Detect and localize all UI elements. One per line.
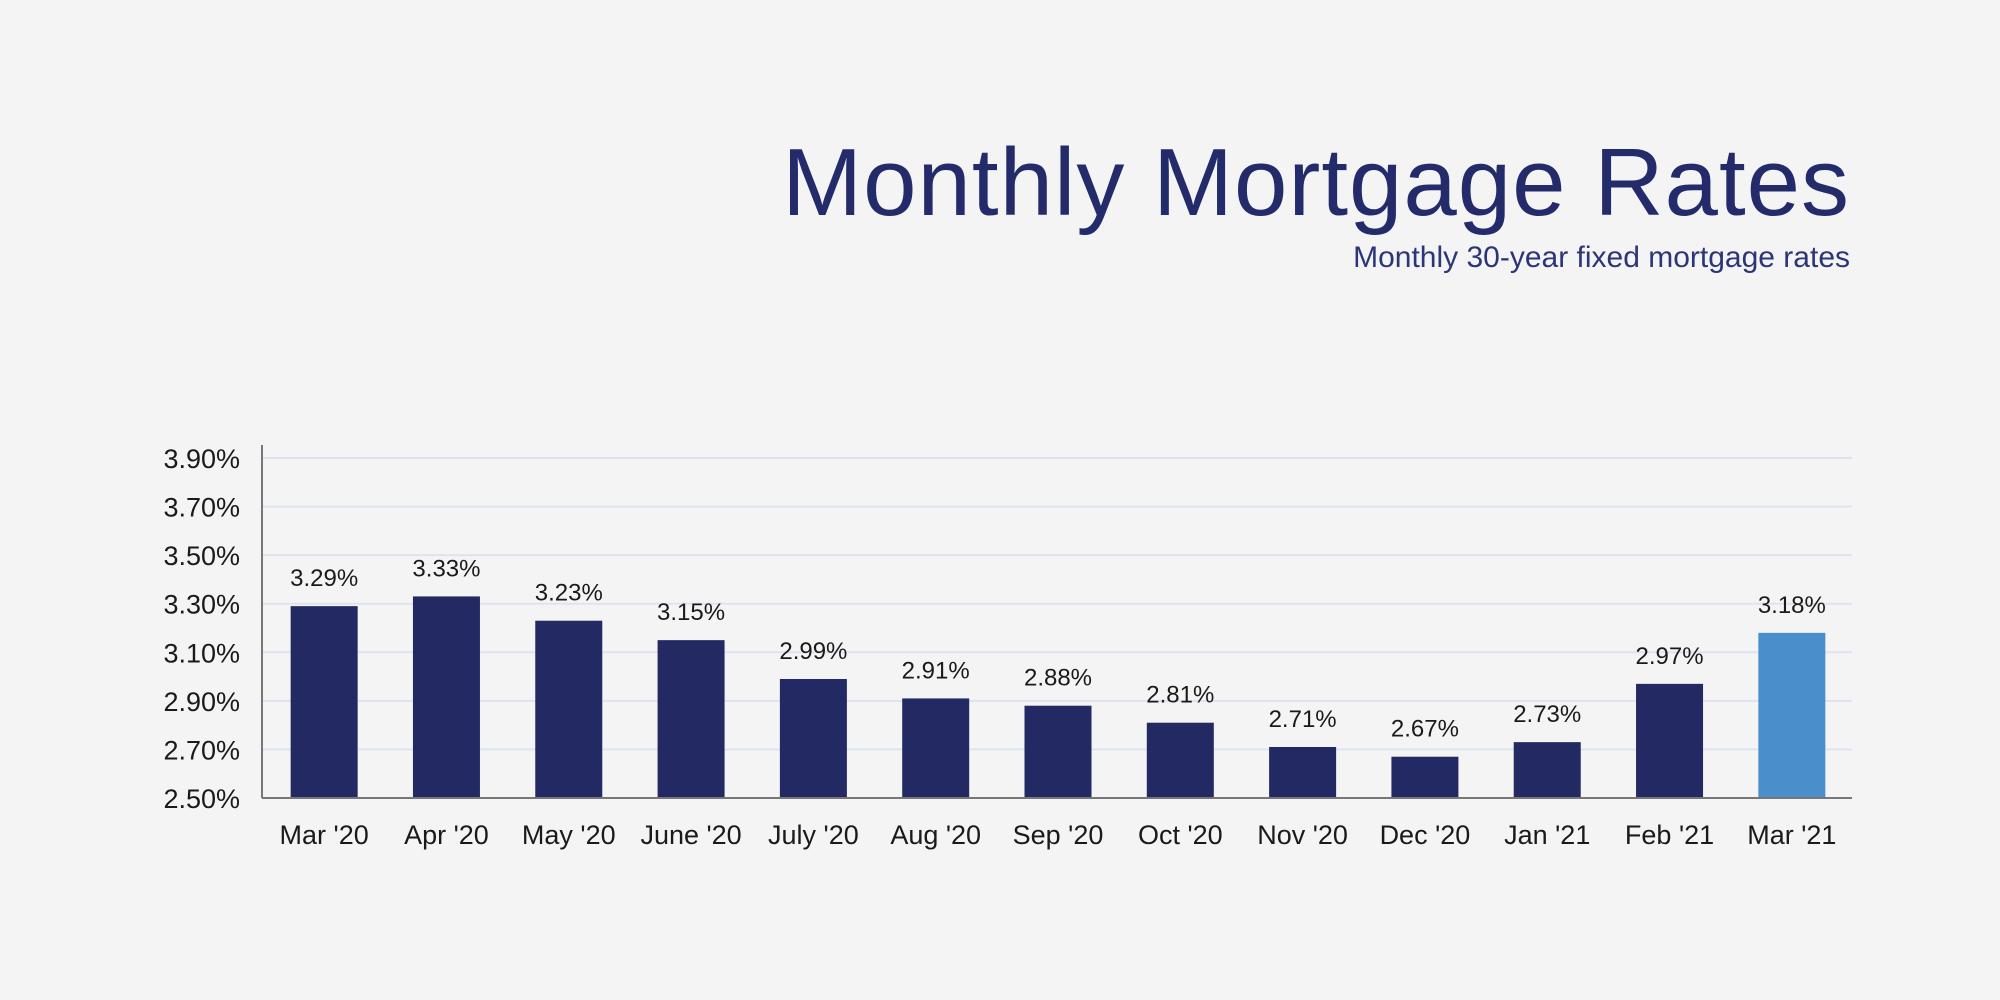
data-label: 3.29% — [290, 565, 358, 592]
x-tick-label: Feb '21 — [1625, 820, 1714, 850]
data-label: 2.73% — [1513, 701, 1581, 728]
y-tick-label: 2.50% — [163, 784, 240, 814]
x-tick-label: Apr '20 — [404, 820, 489, 850]
bar — [1391, 756, 1459, 798]
x-tick-label: Sep '20 — [1013, 820, 1104, 850]
data-label: 2.88% — [1024, 665, 1092, 692]
x-tick-label: Aug '20 — [890, 820, 981, 850]
y-tick-label: 3.70% — [163, 493, 240, 523]
x-tick-label: Jan '21 — [1504, 820, 1590, 850]
data-label: 3.33% — [412, 555, 480, 582]
x-tick-label: July '20 — [768, 820, 859, 850]
x-tick-label: June '20 — [640, 820, 741, 850]
x-tick-label: May '20 — [522, 820, 616, 850]
data-label: 2.97% — [1636, 643, 1704, 670]
y-tick-label: 2.90% — [163, 687, 240, 717]
data-label: 2.81% — [1146, 682, 1214, 709]
bar — [1513, 742, 1581, 798]
bar — [1758, 632, 1826, 798]
data-label: 2.67% — [1391, 716, 1459, 743]
y-tick-label: 2.70% — [163, 735, 240, 765]
bar — [1636, 683, 1704, 798]
x-tick-label: Mar '21 — [1747, 820, 1836, 850]
chart-title: Monthly Mortgage Rates — [782, 129, 1850, 236]
bar — [1024, 705, 1092, 798]
data-label: 3.18% — [1758, 592, 1826, 619]
data-label: 2.99% — [779, 638, 847, 665]
x-tick-label: Mar '20 — [280, 820, 369, 850]
bar — [902, 698, 970, 798]
data-label: 3.15% — [657, 599, 725, 626]
y-tick-label: 3.50% — [163, 541, 240, 571]
bar — [535, 620, 603, 798]
x-tick-label: Nov '20 — [1257, 820, 1348, 850]
data-label: 2.71% — [1269, 706, 1337, 733]
data-label: 2.91% — [902, 657, 970, 684]
data-label: 3.23% — [535, 580, 603, 607]
y-tick-label: 3.10% — [163, 638, 240, 668]
bar — [1146, 722, 1214, 798]
bar — [779, 679, 847, 798]
bar — [1269, 747, 1337, 798]
y-tick-label: 3.90% — [163, 444, 240, 474]
chart-subtitle: Monthly 30-year fixed mortgage rates — [1353, 241, 1850, 274]
y-tick-label: 3.30% — [163, 590, 240, 620]
x-tick-label: Dec '20 — [1380, 820, 1471, 850]
x-tick-label: Oct '20 — [1138, 820, 1223, 850]
bar — [290, 606, 358, 798]
bar — [657, 640, 725, 798]
bar — [412, 596, 480, 798]
